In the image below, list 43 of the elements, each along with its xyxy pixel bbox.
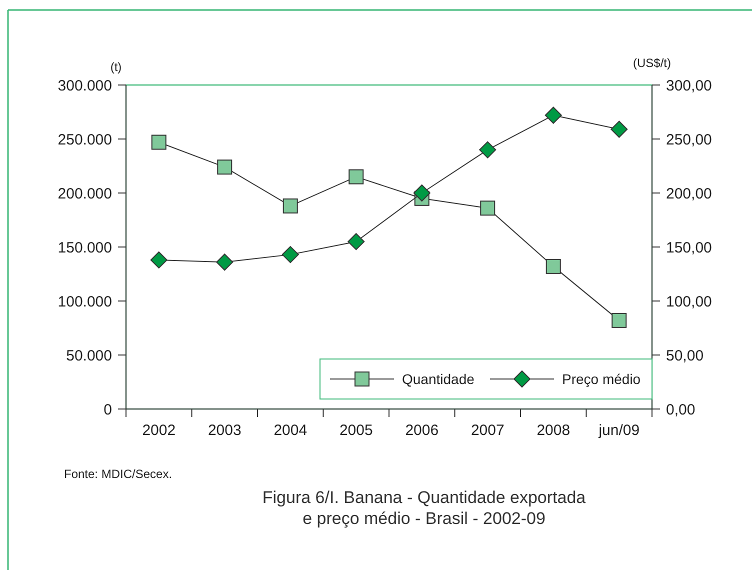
text: Figura 6/I. Banana - Quantidade exportada e preço médio - Brasil - 2002-09 <box>262 488 586 528</box>
y-tick-label: 0 <box>104 401 112 418</box>
y-tick-label: 50.000 <box>66 347 112 364</box>
y2-tick-label: 0,00 <box>666 401 696 418</box>
x-tick-label: 2004 <box>274 422 308 439</box>
x-tick-label: jun/09 <box>598 422 640 439</box>
x-tick-label: 2005 <box>339 422 373 439</box>
y-tick-label: 300.000 <box>58 77 112 94</box>
point <box>480 200 496 216</box>
point <box>413 184 430 202</box>
y-tick-label: 100.000 <box>58 293 112 310</box>
x-tick-label: 2003 <box>208 422 242 439</box>
legend-label: Quantidade <box>402 370 475 387</box>
y2-tick-label: 50,00 <box>666 347 704 364</box>
point <box>217 160 232 175</box>
point <box>546 258 561 274</box>
legend-label: Preço médio <box>562 370 641 387</box>
point <box>544 106 562 124</box>
point <box>282 198 298 214</box>
y-tick-label: 250.000 <box>58 131 112 148</box>
y-tick-label: 150.000 <box>58 239 112 256</box>
point <box>610 120 628 138</box>
point <box>612 312 627 328</box>
point <box>348 233 365 250</box>
y2-axis-title: (US$/t) <box>632 56 672 70</box>
point <box>479 141 496 158</box>
source-note: Fonte: MDIC/Secex. <box>64 467 172 481</box>
x-tick-label: 2008 <box>536 422 570 439</box>
point <box>282 246 299 264</box>
point <box>216 254 234 271</box>
x-tick-label: 2007 <box>470 422 504 439</box>
y-axis-title: (t) <box>110 60 122 74</box>
point <box>150 251 168 268</box>
y2-tick-label: 150,00 <box>666 239 712 256</box>
y2-tick-label: 200,00 <box>666 185 712 202</box>
point <box>348 169 364 184</box>
y2-tick-label: 250,00 <box>666 131 712 148</box>
point <box>151 134 166 150</box>
y2-tick-label: 100,00 <box>666 293 712 310</box>
y2-tick-label: 300,00 <box>666 77 712 94</box>
y-tick-label: 200.000 <box>58 185 112 202</box>
x-tick-label: 2002 <box>142 422 176 439</box>
x-tick-label: 2006 <box>405 422 439 439</box>
